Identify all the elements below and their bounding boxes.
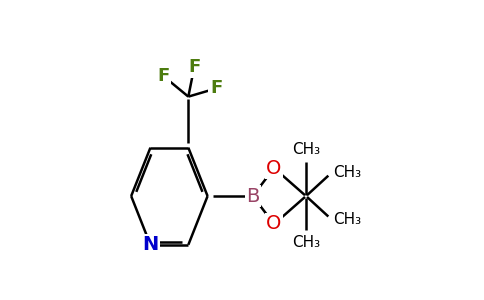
Text: O: O: [266, 214, 282, 233]
Text: N: N: [142, 235, 159, 254]
Text: B: B: [246, 187, 259, 206]
Text: O: O: [266, 159, 282, 178]
Text: F: F: [157, 67, 170, 85]
Text: CH₃: CH₃: [292, 142, 320, 157]
Text: O: O: [266, 159, 282, 178]
Text: F: F: [210, 80, 222, 98]
Text: CH₃: CH₃: [333, 212, 362, 227]
Text: F: F: [210, 80, 222, 98]
Text: CH₃: CH₃: [333, 165, 362, 180]
Text: F: F: [188, 58, 200, 76]
Text: N: N: [142, 235, 159, 254]
Text: B: B: [246, 187, 259, 206]
Text: CH₃: CH₃: [292, 236, 320, 250]
Text: F: F: [188, 58, 200, 76]
Text: O: O: [266, 214, 282, 233]
Text: F: F: [157, 67, 170, 85]
